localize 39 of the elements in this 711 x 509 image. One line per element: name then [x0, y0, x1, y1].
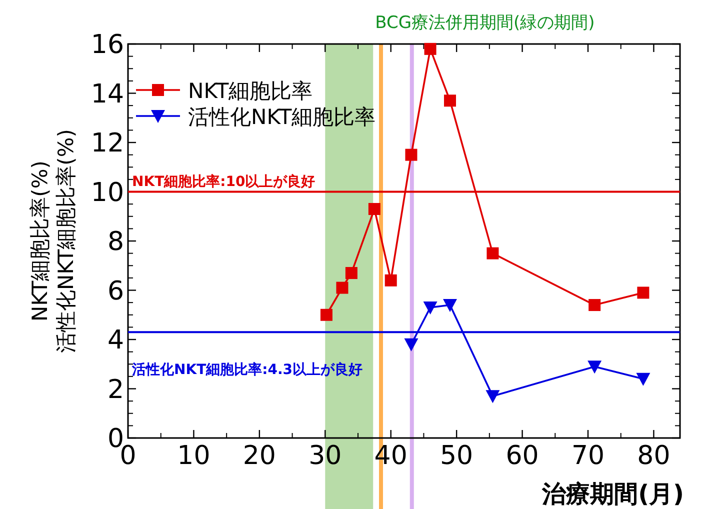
y-tick-label: 12 — [90, 128, 124, 158]
x-tick-label: 10 — [177, 441, 210, 471]
x-tick-label: 20 — [242, 441, 276, 471]
point — [320, 308, 332, 321]
point — [588, 299, 601, 312]
x-tick-label: 50 — [440, 441, 474, 471]
band-label: BCG療法併用期間(緑の期間) — [375, 13, 595, 33]
point — [486, 247, 499, 260]
point — [636, 372, 650, 386]
ref-line-label: NKT細胞比率:10以上が良好 — [132, 172, 316, 190]
point — [588, 360, 602, 374]
y-tick-label: 16 — [90, 30, 124, 60]
y-tick-label: 8 — [107, 227, 124, 257]
y-axis-title: NKT細胞比率(%) 活性化NKT細胞比率(%) — [28, 128, 78, 354]
point — [486, 390, 500, 404]
point — [368, 202, 380, 215]
x-tick-label: 60 — [506, 441, 539, 471]
legend-label: 活性化NKT細胞比率 — [188, 105, 376, 129]
y-tick-label: 14 — [90, 79, 124, 110]
y-tick-label: 4 — [107, 326, 124, 356]
point — [384, 274, 397, 286]
point — [345, 267, 358, 280]
ref-line-label: 活性化NKT細胞比率:4.3以上が良好 — [131, 361, 363, 378]
point — [404, 338, 418, 352]
x-axis-title: 治療期間(月) — [541, 480, 684, 508]
x-tick-label: 30 — [308, 441, 342, 471]
y-tick-label: 10 — [90, 178, 124, 208]
x-tick-label: 80 — [637, 441, 670, 471]
legend-label: NKT細胞比率 — [188, 79, 313, 103]
point — [423, 301, 438, 314]
point — [405, 148, 418, 161]
y-tick-label: 6 — [107, 276, 124, 306]
point — [443, 299, 457, 312]
point — [637, 286, 650, 299]
y-tick-label: 2 — [107, 374, 124, 405]
point — [424, 42, 436, 55]
point — [444, 94, 456, 107]
x-tick-label: 70 — [571, 441, 605, 471]
point — [336, 282, 348, 294]
